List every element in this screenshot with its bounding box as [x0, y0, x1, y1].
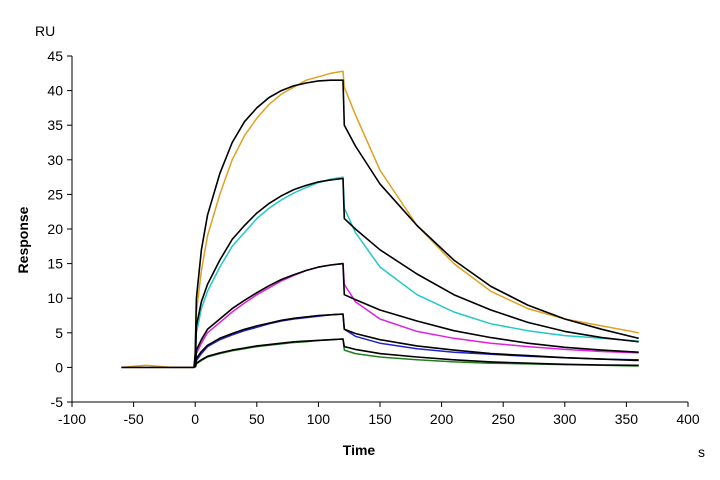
x-tick-label: 0	[191, 411, 199, 427]
x-axis-title: Time	[343, 442, 376, 458]
series-line-5	[194, 338, 639, 368]
series-line-7	[194, 177, 639, 368]
y-tick-label: 0	[55, 359, 63, 375]
x-unit-label: s	[698, 444, 705, 460]
x-tick-label: -100	[58, 411, 86, 427]
y-tick-label: 45	[47, 48, 63, 64]
x-tick-label: 250	[492, 411, 516, 427]
x-tick-label: 100	[307, 411, 331, 427]
x-tick-label: 400	[676, 411, 700, 427]
y-tick-label: 25	[47, 186, 63, 202]
x-tick-label: 350	[615, 411, 639, 427]
y-axis-title: Response	[15, 206, 31, 273]
y-tick-label: 10	[47, 290, 63, 306]
y-unit-label: RU	[35, 23, 55, 39]
x-tick-label: 300	[553, 411, 577, 427]
y-tick-label: 20	[47, 221, 63, 237]
series-line-2	[194, 176, 639, 368]
y-tick-label: 35	[47, 117, 63, 133]
y-tick-label: -5	[51, 394, 64, 410]
series-line-6	[121, 79, 639, 369]
series-layer	[121, 70, 639, 369]
y-tick-label: 40	[47, 83, 63, 99]
x-tick-label: 200	[430, 411, 454, 427]
y-ticks: -5 0 5 10 15 20 25 30 35 40 45	[47, 48, 72, 410]
x-ticks: -100 -50 0 50 100 150 200 250 300 350 400	[58, 402, 700, 427]
x-tick-label: -50	[123, 411, 143, 427]
x-tick-label: 50	[249, 411, 265, 427]
y-tick-label: 5	[55, 325, 63, 341]
y-tick-label: 15	[47, 256, 63, 272]
series-line-9	[194, 313, 639, 368]
x-tick-label: 150	[368, 411, 392, 427]
series-line-10	[194, 338, 639, 368]
y-tick-label: 30	[47, 152, 63, 168]
series-line-3	[194, 262, 639, 368]
series-line-8	[194, 262, 639, 368]
